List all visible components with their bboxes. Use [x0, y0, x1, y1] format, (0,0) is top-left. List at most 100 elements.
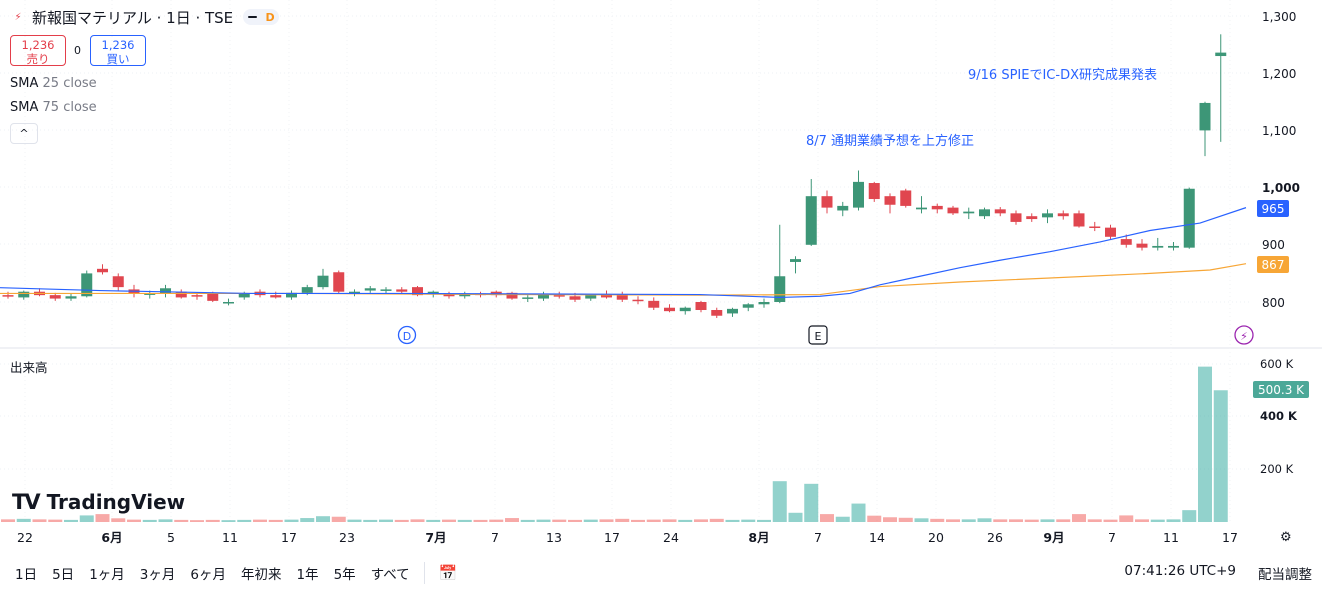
- volume-bar: [1072, 514, 1086, 522]
- volume-bar: [993, 519, 1008, 522]
- candle-body: [49, 295, 61, 299]
- candle: [884, 193, 896, 214]
- volume-bar: [772, 481, 787, 522]
- candle-body: [648, 300, 660, 308]
- candle: [1183, 187, 1195, 249]
- candle-body: [443, 293, 455, 297]
- symbol-header[interactable]: ⚡ 新報国マテリアル · 1日 · TSE D: [10, 6, 280, 28]
- tradingview-logo[interactable]: TV TradingView: [12, 490, 185, 514]
- range-1y[interactable]: 1年: [296, 566, 319, 583]
- candle: [364, 285, 376, 293]
- volume-last-label-bg: [1253, 381, 1309, 398]
- volume-bar: [111, 518, 126, 522]
- range-5y[interactable]: 5年: [333, 566, 356, 583]
- candle-body: [160, 288, 171, 294]
- trading-chart[interactable]: 1,300 1,200 1,100 1,000 900 800 965 867 600 K 400…: [0, 0, 1322, 555]
- volume-bar: [442, 519, 456, 522]
- candle-body: [412, 287, 423, 296]
- volume-bars[interactable]: [1, 366, 1228, 522]
- earnings-marker: E: [808, 325, 828, 345]
- sell-label: 売り: [26, 52, 50, 66]
- candle: [963, 207, 975, 220]
- buy-button[interactable]: 1,236 買い: [90, 35, 146, 66]
- sma25-line: [0, 207, 1247, 299]
- volume-bar: [914, 518, 929, 522]
- volume-bar: [646, 519, 661, 522]
- range-5d[interactable]: 5日: [52, 566, 75, 583]
- volume-bar: [127, 519, 141, 522]
- volume-bar: [536, 519, 551, 522]
- indicator-params: 75 close: [42, 100, 97, 115]
- event-markers[interactable]: D E ⚡: [397, 325, 1254, 345]
- candle: [1026, 213, 1038, 222]
- candle: [506, 291, 518, 300]
- volume-bar: [489, 519, 504, 522]
- candle-body: [742, 304, 754, 308]
- candle-body: [333, 272, 345, 292]
- range-all[interactable]: すべて: [370, 566, 410, 583]
- volume-bar: [930, 518, 945, 522]
- clock-time[interactable]: 07:41:26 UTC+9: [1124, 563, 1236, 579]
- sell-button[interactable]: 1,236 売り: [10, 35, 66, 66]
- volume-bar: [158, 519, 173, 522]
- candle: [412, 285, 423, 297]
- collapse-indicators-button[interactable]: ^: [10, 123, 38, 144]
- candle-body: [569, 296, 581, 300]
- calendar-icon[interactable]: 📅: [438, 563, 458, 582]
- volume-bar: [221, 520, 236, 522]
- volume-bar: [142, 519, 157, 522]
- time-tick-label: 11: [222, 530, 238, 545]
- candle-body: [396, 289, 408, 292]
- candle-body: [1168, 245, 1179, 248]
- time-tick-label: 5: [167, 530, 175, 545]
- candle-body: [1057, 213, 1069, 217]
- settings-icon[interactable]: ⚙: [1280, 530, 1292, 545]
- volume-bar: [331, 516, 346, 522]
- candle: [333, 270, 345, 294]
- candle: [742, 303, 754, 312]
- dividend-adjust-toggle[interactable]: 配当調整: [1258, 567, 1312, 583]
- candle: [790, 256, 801, 274]
- volume-bar: [64, 519, 78, 522]
- bottom-toolbar: 1日 5日 1ヶ月 3ヶ月 6ヶ月 年初来 1年 5年 すべて 📅 07:41:…: [0, 555, 1322, 590]
- candle-body: [364, 288, 376, 291]
- volume-tick-label: 400 K: [1260, 409, 1298, 423]
- candle-body: [144, 293, 156, 295]
- earnings-marker-box: [808, 325, 828, 345]
- range-ytd[interactable]: 年初来: [240, 566, 282, 583]
- annotation-note[interactable]: 9/16 SPIEでIC-DX研究成果発表: [968, 68, 1157, 83]
- candle: [711, 307, 723, 319]
- annotation-note[interactable]: 8/7 通期業績予想を上方修正: [806, 134, 975, 149]
- range-1m[interactable]: 1ヶ月: [89, 566, 125, 583]
- candle: [1105, 224, 1116, 240]
- volume-bar: [709, 518, 724, 522]
- dividend-marker-label: D: [403, 330, 411, 343]
- volume-bar: [1087, 519, 1102, 522]
- indicator-sma25[interactable]: SMA 25 close: [10, 76, 97, 91]
- range-3m[interactable]: 3ヶ月: [139, 566, 176, 583]
- indicator-sma75[interactable]: SMA 75 close: [10, 100, 97, 115]
- price-axis[interactable]: 1,300 1,200 1,100 1,000 900 800 965 867 600 K 400…: [17, 10, 1309, 545]
- data-badge[interactable]: D: [243, 9, 280, 25]
- candle-body: [758, 302, 770, 305]
- candle: [979, 207, 990, 220]
- candle-body: [2, 295, 14, 297]
- symbol-title[interactable]: 新報国マテリアル · 1日 · TSE: [32, 8, 234, 27]
- volume-bar: [741, 519, 756, 522]
- volume-bar: [1009, 519, 1023, 522]
- volume-tick-label: 600 K: [1260, 357, 1294, 371]
- range-6m[interactable]: 6ヶ月: [190, 566, 226, 583]
- price-tick-label: 800: [1262, 296, 1285, 310]
- candle-body: [301, 287, 313, 293]
- range-1d[interactable]: 1日: [15, 566, 38, 583]
- volume-bar: [961, 519, 976, 522]
- candle: [994, 207, 1006, 217]
- volume-bar: [363, 519, 378, 522]
- volume-bar: [253, 519, 267, 522]
- volume-bar: [883, 517, 897, 522]
- volume-bar: [174, 519, 189, 522]
- split-marker: ⚡: [1234, 325, 1254, 345]
- candle: [900, 188, 912, 208]
- candle-body: [1073, 213, 1085, 227]
- volume-last-label: 500.3 K: [1253, 381, 1309, 398]
